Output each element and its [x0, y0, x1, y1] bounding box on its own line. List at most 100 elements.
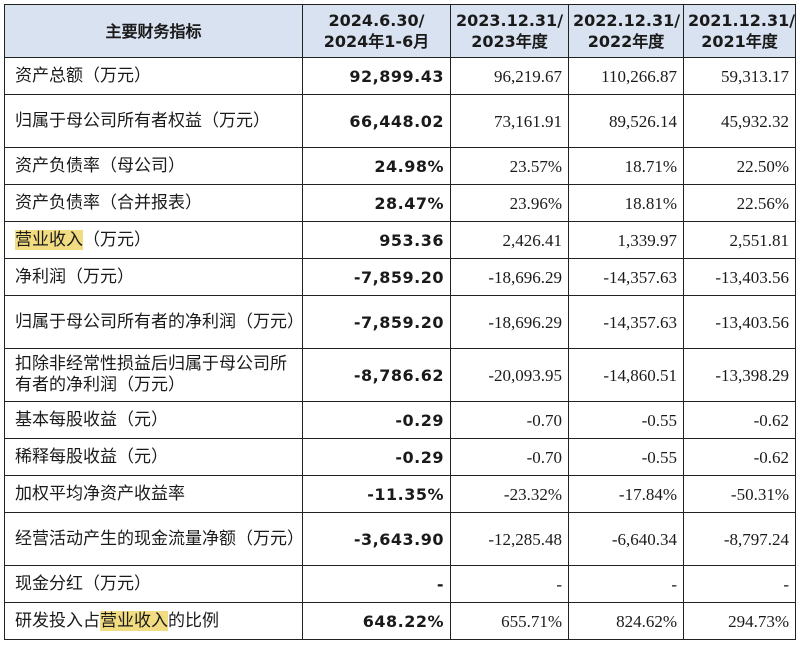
- value-cell-2024h1: -7,859.20: [302, 295, 451, 349]
- value-cell-2021: -: [683, 565, 796, 603]
- value-cell-2023: 2,426.41: [450, 221, 569, 259]
- value-cell-2022: 18.71%: [568, 147, 684, 185]
- value-cell-2024h1: 66,448.02: [302, 94, 451, 148]
- value-cell-2024h1: 28.47%: [302, 184, 451, 222]
- value-cell-2023: -20,093.95: [450, 348, 569, 402]
- highlighted-term: 营业收入: [100, 610, 168, 631]
- row-label: 经营活动产生的现金流量净额（万元）: [4, 512, 304, 566]
- value-cell-2024h1: -: [302, 565, 451, 603]
- value-cell-2023: 73,161.91: [450, 94, 569, 148]
- table-row: 归属于母公司所有者权益（万元） 66,448.02 73,161.91 89,526.…: [4, 94, 796, 148]
- value-cell-2023: -23.32%: [450, 475, 569, 513]
- row-label: 加权平均净资产收益率: [4, 475, 303, 513]
- value-cell-2022: 110,266.87: [568, 57, 684, 95]
- value-cell-2022: 89,526.14: [568, 94, 684, 148]
- header-indicator: 主要财务指标: [4, 4, 303, 58]
- value-cell-2024h1: -0.29: [302, 438, 451, 476]
- header-period-line: 2021年度: [701, 32, 778, 51]
- table-row: 归属于母公司所有者的净利润（万元） -7,859.20 -18,696.29 -14,…: [4, 295, 796, 349]
- value-cell-2021: -50.31%: [683, 475, 796, 513]
- header-period-line: 2022年度: [587, 32, 665, 51]
- table-row: 经营活动产生的现金流量净额（万元） -3,643.90 -12,285.48 -6,6…: [4, 512, 796, 566]
- value-cell-2023: -18,696.29: [450, 258, 569, 296]
- label-part: （万元）: [83, 229, 151, 250]
- value-cell-2021: 2,551.81: [683, 221, 796, 259]
- table-row: 稀释每股收益（元） -0.29 -0.70 -0.55 -0.62: [4, 438, 796, 476]
- value-cell-2023: 23.96%: [450, 184, 569, 222]
- header-period-line: 2022.12.31/: [573, 11, 681, 30]
- value-cell-2022: 18.81%: [568, 184, 684, 222]
- value-cell-2021: -0.62: [683, 438, 796, 476]
- row-label: 现金分红（万元）: [4, 565, 303, 603]
- header-period-2021: 2021.12.31/ 2021年度: [683, 4, 796, 58]
- value-cell-2021: 22.50%: [683, 147, 796, 185]
- table-row: 基本每股收益（元） -0.29 -0.70 -0.55 -0.62: [4, 401, 796, 439]
- value-cell-2024h1: 24.98%: [302, 147, 451, 185]
- row-label: 资产负债率（合并报表）: [4, 184, 303, 222]
- table-row: 现金分红（万元） - - - -: [4, 565, 796, 603]
- value-cell-2022: -6,640.34: [568, 512, 684, 566]
- value-cell-2021: 294.73%: [683, 602, 796, 640]
- value-cell-2023: -18,696.29: [450, 295, 569, 349]
- value-cell-2022: 1,339.97: [568, 221, 684, 259]
- value-cell-2021: -13,398.29: [683, 348, 796, 402]
- row-label: 营业收入（万元）: [4, 221, 303, 259]
- highlighted-term: 营业收入: [15, 229, 83, 250]
- value-cell-2022: -17.84%: [568, 475, 684, 513]
- value-cell-2024h1: -0.29: [302, 401, 451, 439]
- value-cell-2021: -13,403.56: [683, 258, 796, 296]
- value-cell-2022: -0.55: [568, 401, 684, 439]
- header-period-line: 2021.12.31/: [688, 11, 796, 30]
- value-cell-2021: -13,403.56: [683, 295, 796, 349]
- value-cell-2023: 655.71%: [450, 602, 569, 640]
- financial-indicators-table: 主要财务指标 2024.6.30/ 2024年1-6月 2023.12.31/ …: [4, 4, 796, 640]
- header-period-line: 2023年度: [471, 32, 548, 51]
- value-cell-2023: -0.70: [450, 438, 569, 476]
- header-period-2022: 2022.12.31/ 2022年度: [568, 4, 684, 58]
- table-row: 资产总额（万元） 92,899.43 96,219.67 110,266.87 59,3…: [4, 57, 796, 95]
- table-row: 资产负债率（母公司） 24.98% 23.57% 18.71% 22.50%: [4, 147, 796, 185]
- row-label: 资产总额（万元）: [4, 57, 303, 95]
- table-header-row: 主要财务指标 2024.6.30/ 2024年1-6月 2023.12.31/ …: [4, 4, 796, 58]
- value-cell-2021: 45,932.32: [683, 94, 796, 148]
- label-part: 的比例: [168, 610, 219, 631]
- value-cell-2022: -: [568, 565, 684, 603]
- value-cell-2022: -14,357.63: [568, 295, 684, 349]
- value-cell-2024h1: 953.36: [302, 221, 451, 259]
- row-label: 资产负债率（母公司）: [4, 147, 303, 185]
- row-label: 归属于母公司所有者的净利润（万元）: [4, 295, 304, 349]
- value-cell-2024h1: 92,899.43: [302, 57, 451, 95]
- value-cell-2022: 824.62%: [568, 602, 684, 640]
- header-period-2024h1: 2024.6.30/ 2024年1-6月: [302, 4, 451, 58]
- value-cell-2021: -8,797.24: [683, 512, 796, 566]
- table-row: 营业收入（万元） 953.36 2,426.41 1,339.97 2,551.81: [4, 221, 796, 259]
- value-cell-2023: -12,285.48: [450, 512, 569, 566]
- value-cell-2021: 22.56%: [683, 184, 796, 222]
- value-cell-2021: -0.62: [683, 401, 796, 439]
- value-cell-2022: -14,860.51: [568, 348, 684, 402]
- label-part: 研发投入占: [15, 610, 100, 631]
- value-cell-2023: -: [450, 565, 569, 603]
- value-cell-2022: -14,357.63: [568, 258, 684, 296]
- row-label: 稀释每股收益（元）: [4, 438, 303, 476]
- value-cell-2024h1: -3,643.90: [302, 512, 451, 566]
- table-row: 研发投入占营业收入的比例 648.22% 655.71% 824.62% 294.73%: [4, 602, 796, 640]
- value-cell-2022: -0.55: [568, 438, 684, 476]
- table-row: 资产负债率（合并报表） 28.47% 23.96% 18.81% 22.56%: [4, 184, 796, 222]
- table-row: 扣除非经常性损益后归属于母公司所有者的净利润（万元） -8,786.62 -20,0…: [4, 348, 796, 402]
- value-cell-2024h1: 648.22%: [302, 602, 451, 640]
- row-label: 研发投入占营业收入的比例: [4, 602, 303, 640]
- row-label: 归属于母公司所有者权益（万元）: [4, 94, 303, 148]
- row-label: 扣除非经常性损益后归属于母公司所有者的净利润（万元）: [4, 348, 303, 402]
- value-cell-2024h1: -7,859.20: [302, 258, 451, 296]
- value-cell-2024h1: -8,786.62: [302, 348, 451, 402]
- header-period-line: 2024年1-6月: [323, 32, 430, 51]
- row-label: 净利润（万元）: [4, 258, 303, 296]
- header-period-2023: 2023.12.31/ 2023年度: [450, 4, 569, 58]
- value-cell-2023: -0.70: [450, 401, 569, 439]
- header-period-line: 2024.6.30/: [328, 11, 425, 30]
- value-cell-2023: 96,219.67: [450, 57, 569, 95]
- value-cell-2023: 23.57%: [450, 147, 569, 185]
- table-row: 加权平均净资产收益率 -11.35% -23.32% -17.84% -50.31%: [4, 475, 796, 513]
- value-cell-2021: 59,313.17: [683, 57, 796, 95]
